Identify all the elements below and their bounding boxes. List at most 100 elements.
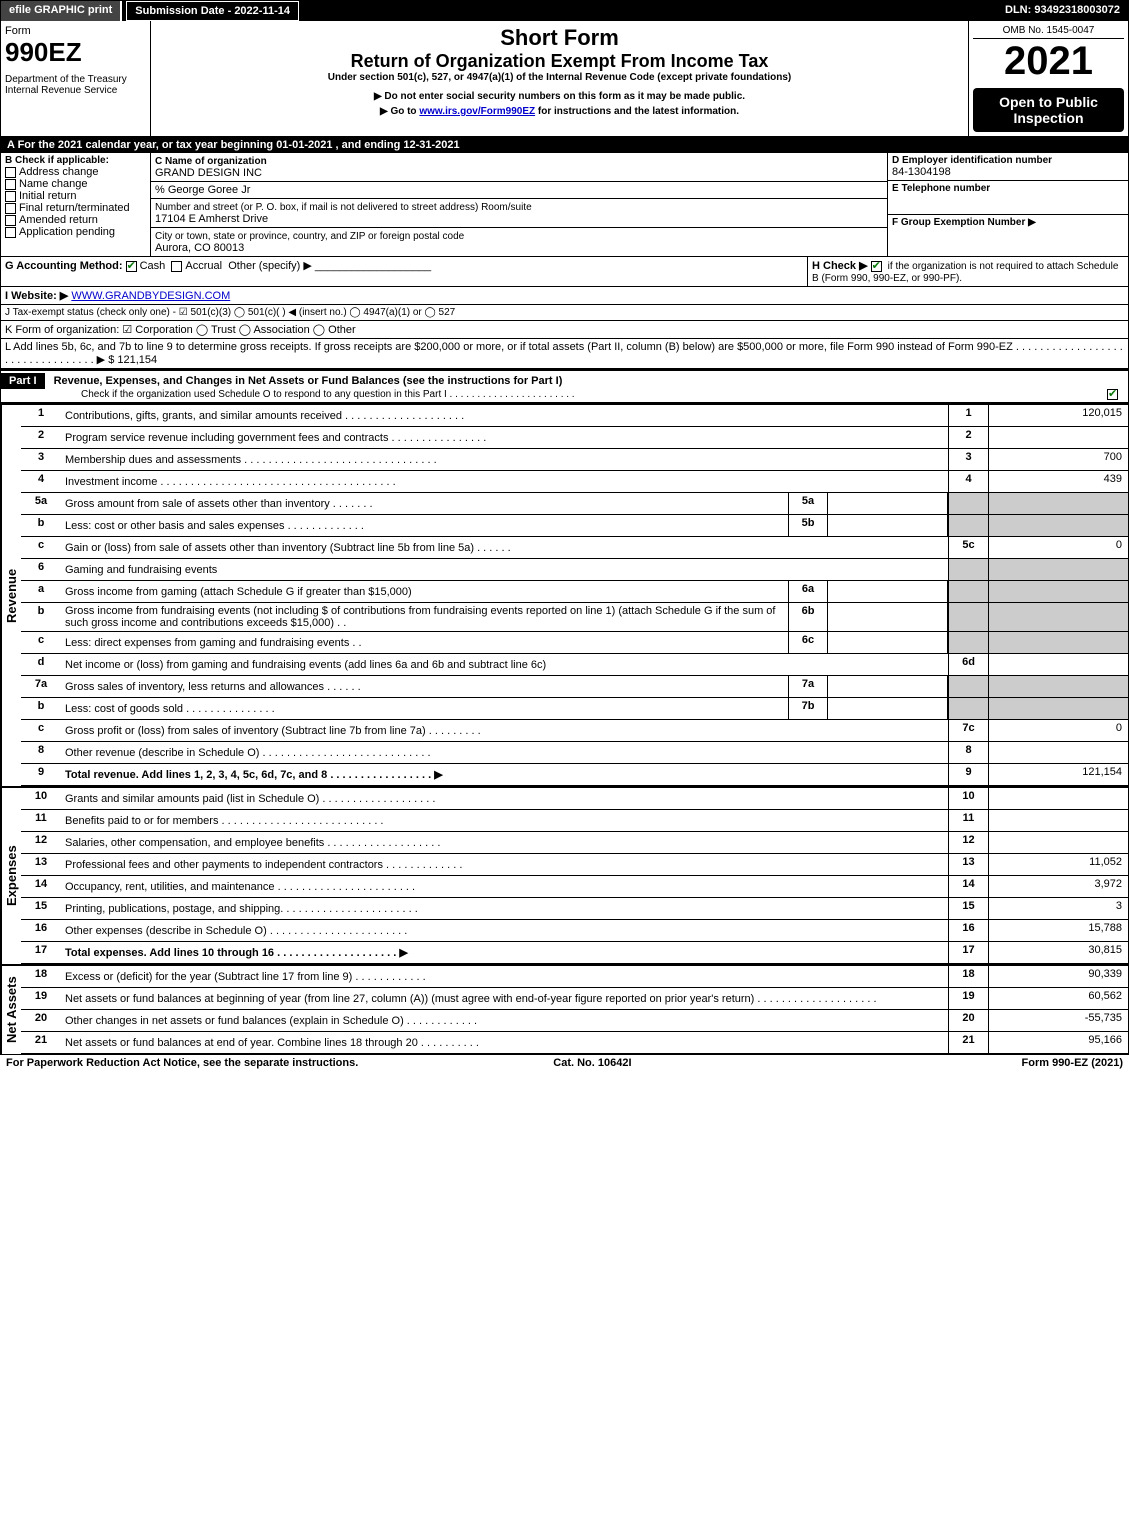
col-num: 12 (948, 832, 988, 853)
col-num: 20 (948, 1010, 988, 1031)
line-desc: Gross amount from sale of assets other t… (61, 493, 788, 514)
subline-num: 6b (788, 603, 828, 631)
city-label: City or town, state or province, country… (155, 231, 464, 242)
line-5a: 5aGross amount from sale of assets other… (21, 493, 1128, 515)
col-num: 21 (948, 1032, 988, 1053)
revenue-tab: Revenue (1, 405, 21, 786)
line-value: 0 (988, 537, 1128, 558)
section-b: B Check if applicable: Address change Na… (1, 153, 151, 256)
val-grey (988, 515, 1128, 536)
chk-sched-b[interactable] (871, 261, 882, 272)
line-num: 11 (21, 810, 61, 831)
line-desc: Excess or (deficit) for the year (Subtra… (61, 966, 948, 987)
line-value: 60,562 (988, 988, 1128, 1009)
line-desc: Grants and similar amounts paid (list in… (61, 788, 948, 809)
chk-cash[interactable]: Cash (126, 260, 166, 272)
line-desc: Gross income from gaming (attach Schedul… (61, 581, 788, 602)
line-value: -55,735 (988, 1010, 1128, 1031)
section-bcd: B Check if applicable: Address change Na… (1, 153, 1128, 257)
line-value: 700 (988, 449, 1128, 470)
form-number: 990EZ (5, 37, 146, 68)
org-name: GRAND DESIGN INC (155, 167, 262, 179)
line-c: cGross profit or (loss) from sales of in… (21, 720, 1128, 742)
col-num: 19 (948, 988, 988, 1009)
header-right: OMB No. 1545-0047 2021 Open to Public In… (968, 21, 1128, 136)
line-17: 17Total expenses. Add lines 10 through 1… (21, 942, 1128, 964)
line-4: 4Investment income . . . . . . . . . . .… (21, 471, 1128, 493)
sec-g-label: G Accounting Method: (5, 260, 123, 272)
val-grey (988, 559, 1128, 580)
subline-num: 5b (788, 515, 828, 536)
part1-chk[interactable] (1107, 389, 1118, 400)
title-return: Return of Organization Exempt From Incom… (155, 51, 964, 72)
sec-c-label: C Name of organization (155, 156, 267, 167)
line-b: bGross income from fundraising events (n… (21, 603, 1128, 632)
line-value (988, 832, 1128, 853)
submission-date: Submission Date - 2022-11-14 (126, 1, 299, 21)
val-grey (988, 603, 1128, 631)
part1-title: Revenue, Expenses, and Changes in Net As… (54, 375, 563, 387)
line-num: 20 (21, 1010, 61, 1031)
line-num: 5a (21, 493, 61, 514)
line-num: 3 (21, 449, 61, 470)
line-desc: Professional fees and other payments to … (61, 854, 948, 875)
line-num: c (21, 537, 61, 558)
website-link[interactable]: WWW.GRANDBYDESIGN.COM (71, 290, 230, 302)
line-desc: Gross profit or (loss) from sales of inv… (61, 720, 948, 741)
sec-l-val: 121,154 (117, 354, 157, 366)
irs-link[interactable]: www.irs.gov/Form990EZ (419, 106, 535, 117)
chk-address[interactable]: Address change (5, 166, 146, 178)
line-num: 4 (21, 471, 61, 492)
line-num: 14 (21, 876, 61, 897)
chk-amended[interactable]: Amended return (5, 214, 146, 226)
line-num: 18 (21, 966, 61, 987)
line-18: 18Excess or (deficit) for the year (Subt… (21, 966, 1128, 988)
line-21: 21Net assets or fund balances at end of … (21, 1032, 1128, 1054)
line-desc: Contributions, gifts, grants, and simila… (61, 405, 948, 426)
line-desc: Gain or (loss) from sale of assets other… (61, 537, 948, 558)
title-short-form: Short Form (155, 25, 964, 51)
col-num: 8 (948, 742, 988, 763)
chk-accrual[interactable]: Accrual (168, 260, 222, 272)
line-value: 11,052 (988, 854, 1128, 875)
line-value: 3 (988, 898, 1128, 919)
sec-k-text: K Form of organization: ☑ Corporation ◯ … (1, 321, 1128, 338)
line-value: 30,815 (988, 942, 1128, 963)
chk-final[interactable]: Final return/terminated (5, 202, 146, 214)
subline-num: 7a (788, 676, 828, 697)
line-desc: Occupancy, rent, utilities, and maintena… (61, 876, 948, 897)
line-desc: Investment income . . . . . . . . . . . … (61, 471, 948, 492)
line-desc: Gross income from fundraising events (no… (61, 603, 788, 631)
chk-initial[interactable]: Initial return (5, 190, 146, 202)
line-12: 12Salaries, other compensation, and empl… (21, 832, 1128, 854)
chk-pending[interactable]: Application pending (5, 226, 146, 238)
note-ssn: ▶ Do not enter social security numbers o… (155, 91, 964, 102)
top-bar: efile GRAPHIC print Submission Date - 20… (1, 1, 1128, 21)
subline-val (828, 698, 948, 719)
col-grey (948, 698, 988, 719)
col-grey (948, 603, 988, 631)
line-19: 19Net assets or fund balances at beginni… (21, 988, 1128, 1010)
line-value: 3,972 (988, 876, 1128, 897)
subline-num: 5a (788, 493, 828, 514)
subtitle: Under section 501(c), 527, or 4947(a)(1)… (155, 72, 964, 83)
line-7a: 7aGross sales of inventory, less returns… (21, 676, 1128, 698)
subline-num: 6a (788, 581, 828, 602)
city: Aurora, CO 80013 (155, 242, 244, 254)
subline-num: 7b (788, 698, 828, 719)
line-desc: Other changes in net assets or fund bala… (61, 1010, 948, 1031)
line-desc: Less: cost or other basis and sales expe… (61, 515, 788, 536)
col-grey (948, 515, 988, 536)
line-num: 6 (21, 559, 61, 580)
sec-h-label: H Check ▶ (812, 260, 868, 272)
footer-mid: Cat. No. 10642I (553, 1057, 631, 1069)
line-15: 15Printing, publications, postage, and s… (21, 898, 1128, 920)
line-num: 8 (21, 742, 61, 763)
expenses-tab: Expenses (1, 788, 21, 964)
line-num: b (21, 603, 61, 631)
line-value: 121,154 (988, 764, 1128, 785)
chk-name[interactable]: Name change (5, 178, 146, 190)
col-num: 14 (948, 876, 988, 897)
line-desc: Gross sales of inventory, less returns a… (61, 676, 788, 697)
ein: 84-1304198 (892, 166, 1124, 178)
